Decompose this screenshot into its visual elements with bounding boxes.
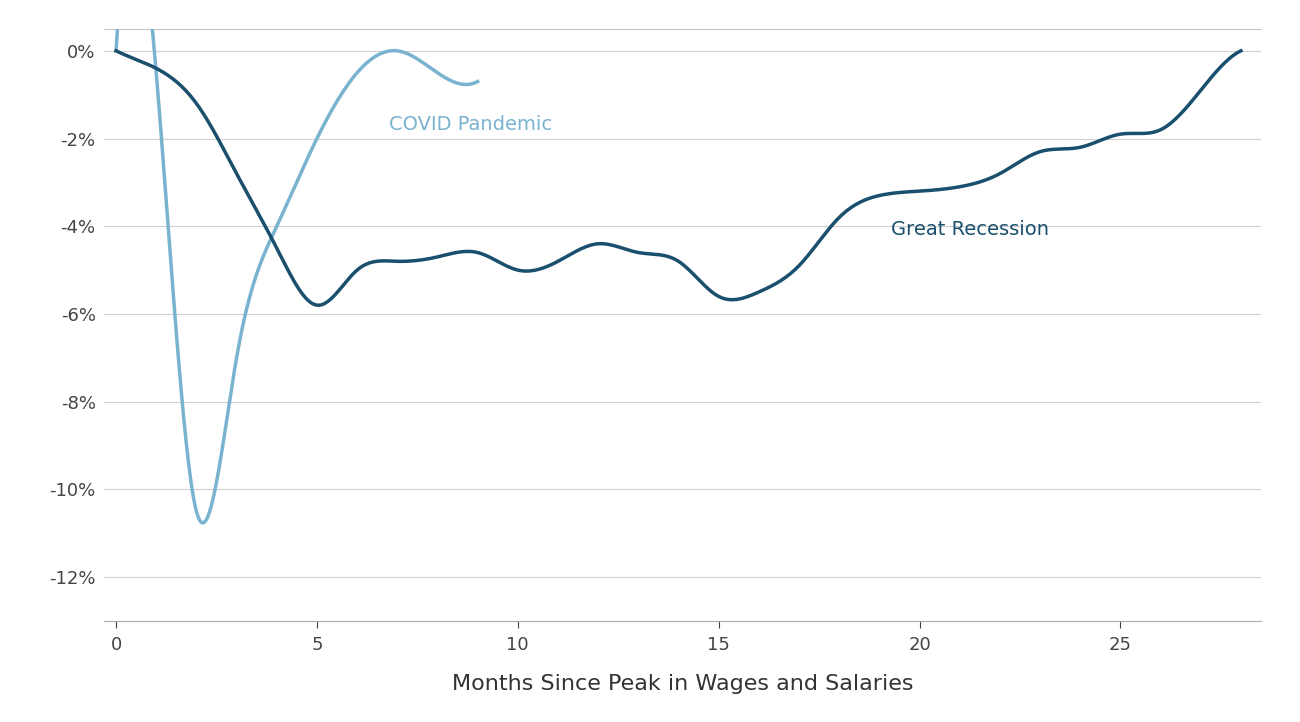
X-axis label: Months Since Peak in Wages and Salaries: Months Since Peak in Wages and Salaries [452,674,913,694]
Text: COVID Pandemic: COVID Pandemic [389,115,552,134]
Text: Great Recession: Great Recession [892,220,1049,239]
